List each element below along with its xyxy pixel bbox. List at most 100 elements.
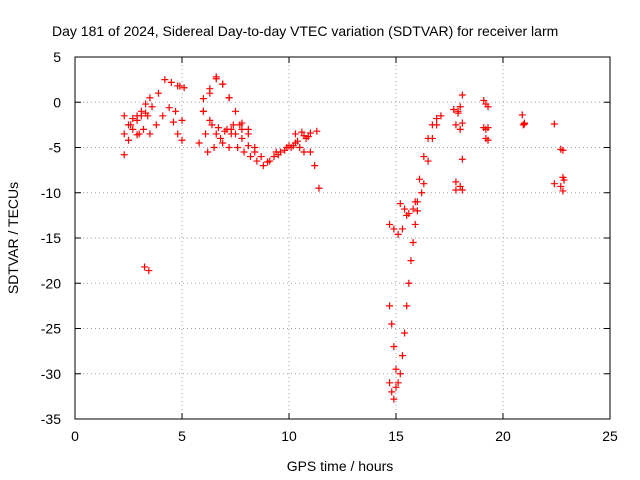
data-point: [411, 220, 419, 228]
data-point: [386, 379, 394, 387]
series-arc-b2: [199, 73, 233, 103]
x-tick-label: 0: [71, 428, 79, 444]
data-point: [386, 302, 394, 310]
y-tick-label: -20: [41, 275, 61, 291]
data-point: [458, 155, 466, 163]
data-point: [550, 180, 558, 188]
data-point: [285, 142, 293, 150]
data-point: [306, 129, 314, 137]
data-point: [199, 95, 207, 103]
data-point: [392, 365, 400, 373]
data-point: [120, 151, 128, 159]
data-point: [165, 104, 173, 112]
data-point: [142, 109, 150, 117]
x-tick-label: 25: [602, 428, 618, 444]
data-point: [413, 207, 421, 215]
data-point: [214, 124, 222, 132]
x-tick-label: 20: [495, 428, 511, 444]
data-point: [274, 151, 282, 159]
data-point: [390, 225, 398, 233]
data-point: [202, 130, 210, 138]
data-point: [416, 175, 424, 183]
y-tick-label: -10: [41, 185, 61, 201]
data-point: [208, 121, 216, 129]
data-point: [251, 148, 259, 156]
data-point: [403, 302, 411, 310]
data-point: [125, 136, 132, 144]
data-point: [300, 148, 308, 156]
data-point: [409, 239, 417, 247]
data-point: [227, 130, 235, 138]
data-point: [174, 130, 182, 138]
series-arc-d2: [386, 379, 400, 403]
data-point: [401, 205, 409, 213]
data-point: [388, 388, 396, 396]
data-point: [484, 103, 492, 111]
y-tick-label: -25: [41, 321, 61, 337]
data-point: [234, 144, 242, 151]
data-point: [392, 383, 400, 391]
data-point: [560, 176, 568, 184]
data-point: [142, 100, 150, 108]
series-arc-c3: [302, 134, 323, 192]
data-point: [484, 124, 492, 132]
data-point: [401, 329, 409, 337]
data-point: [127, 121, 135, 129]
data-point: [232, 107, 239, 115]
series-arc-a5: [146, 104, 186, 138]
data-point: [212, 73, 220, 81]
y-axis-label: SDTVAR / TECUs: [5, 182, 21, 294]
series-arc-b6: [227, 130, 280, 170]
data-point: [204, 148, 212, 156]
data-point: [195, 139, 203, 147]
data-point: [433, 121, 441, 129]
data-point: [141, 263, 149, 271]
data-point: [480, 96, 488, 104]
data-point: [257, 153, 265, 161]
data-point: [270, 153, 278, 161]
y-tick-label: -35: [41, 411, 61, 427]
data-point: [253, 157, 261, 165]
series-arc-a7: [176, 82, 188, 92]
data-point: [452, 121, 460, 129]
data-point: [135, 130, 143, 138]
data-point: [557, 182, 565, 190]
data-point: [137, 112, 145, 120]
data-point: [180, 84, 188, 92]
data-point: [244, 142, 252, 150]
data-point: [146, 94, 154, 102]
series-pts-f: [480, 96, 492, 144]
data-point: [456, 182, 464, 190]
data-point: [281, 146, 289, 154]
data-point: [291, 130, 299, 138]
data-point: [394, 230, 402, 238]
data-point: [520, 120, 528, 128]
data-point: [169, 118, 177, 126]
data-point: [210, 144, 218, 151]
data-point: [264, 158, 272, 166]
y-tick-label: 5: [53, 49, 61, 65]
data-point: [145, 267, 153, 275]
data-point: [178, 116, 186, 124]
y-tick-label: -15: [41, 230, 61, 246]
data-point: [172, 107, 180, 115]
data-point: [159, 112, 167, 120]
data-point: [559, 146, 567, 154]
data-point: [313, 127, 321, 135]
data-point: [223, 125, 231, 133]
data-point: [315, 184, 323, 192]
y-tick-label: -30: [41, 366, 61, 382]
data-point: [306, 148, 314, 156]
series-pts-g: [518, 111, 528, 129]
data-point: [176, 82, 184, 90]
data-point: [405, 210, 413, 218]
data-point: [154, 89, 162, 97]
data-point: [452, 178, 460, 186]
data-point: [396, 200, 404, 208]
data-point: [212, 130, 220, 138]
data-point: [120, 130, 128, 138]
data-point: [246, 153, 254, 161]
data-point: [456, 103, 464, 111]
data-point: [217, 134, 225, 142]
